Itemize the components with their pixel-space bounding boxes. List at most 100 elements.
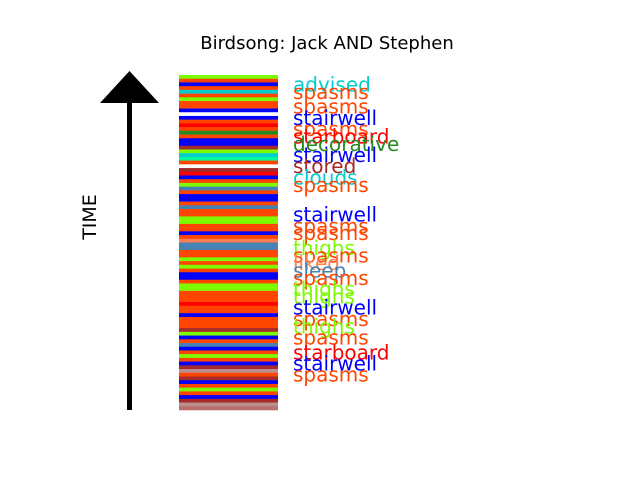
stripe [179, 395, 278, 400]
y-axis-label: TIME [79, 194, 101, 241]
stripe [179, 75, 278, 80]
stripe [179, 302, 278, 307]
stripe [179, 127, 278, 132]
chart-title: Birdsong: Jack AND Stephen [200, 33, 454, 54]
stripe [179, 361, 278, 366]
stripe [179, 350, 278, 355]
stripe [179, 175, 278, 180]
time-axis-arrowhead [100, 71, 159, 103]
word-label: clouds [293, 165, 358, 189]
stripe [179, 402, 278, 407]
stripe [179, 238, 278, 243]
stripe [179, 160, 278, 165]
stripe [179, 190, 278, 195]
stripe [179, 112, 278, 117]
stripe [179, 138, 278, 143]
stripe [179, 283, 278, 288]
word-label: stored [293, 154, 356, 178]
word-label: spasms [293, 95, 369, 119]
stripe [179, 376, 278, 381]
stripe [179, 354, 278, 359]
word-label: stairwell [293, 106, 377, 130]
word-label: advised [293, 72, 371, 96]
stripe [179, 235, 278, 240]
stripe [179, 82, 278, 87]
stripe [179, 383, 278, 388]
stripe [179, 328, 278, 333]
stripe [179, 142, 278, 147]
word-label: spasms [293, 363, 369, 387]
stripe [179, 316, 278, 321]
word-label: spasms [293, 117, 369, 141]
word-label: stairwell [293, 143, 377, 167]
word-label: spasms [293, 244, 369, 268]
stripe [179, 93, 278, 98]
stripe [179, 298, 278, 303]
word-label: thighs [293, 277, 355, 301]
word-label: spasms [293, 221, 369, 245]
stripe [179, 268, 278, 273]
stripe [179, 406, 278, 411]
word-label: starboard [293, 340, 390, 364]
stripe [179, 276, 278, 281]
stripe [179, 89, 278, 94]
stripe-column [179, 75, 278, 411]
stripe [179, 253, 278, 258]
word-label: spasms [293, 214, 369, 238]
stripe [179, 182, 278, 187]
stripe [179, 343, 278, 348]
stripe [179, 186, 278, 191]
stripe [179, 331, 278, 336]
word-label: spasms [293, 325, 369, 349]
stripe [179, 101, 278, 106]
word-label: stairwell [293, 296, 377, 320]
stripe [179, 145, 278, 150]
stripe [179, 305, 278, 310]
stripe [179, 339, 278, 344]
stripe [179, 201, 278, 206]
stripe [179, 164, 278, 169]
word-label: starboard [293, 124, 390, 148]
stripe [179, 156, 278, 161]
stripe [179, 223, 278, 228]
stripe [179, 398, 278, 403]
stripe [179, 365, 278, 370]
stripe [179, 387, 278, 392]
stripe [179, 257, 278, 262]
word-label: spasms [293, 173, 369, 197]
stripe [179, 313, 278, 318]
stripe [179, 171, 278, 176]
stripe [179, 261, 278, 266]
stripe [179, 272, 278, 277]
stripe [179, 149, 278, 154]
stripe [179, 324, 278, 329]
stripe [179, 357, 278, 362]
stripe [179, 290, 278, 295]
stripe [179, 209, 278, 214]
stripe [179, 231, 278, 236]
stripe [179, 320, 278, 325]
stripe [179, 119, 278, 124]
stripe [179, 264, 278, 269]
stripe [179, 86, 278, 91]
stripe [179, 369, 278, 374]
word-labels: advisedspasmsspasmsstairwellspasmsstarbo… [293, 72, 399, 386]
word-label: decorative [293, 132, 399, 156]
stripe [179, 287, 278, 292]
stripe [179, 242, 278, 247]
stripe [179, 78, 278, 83]
stripe [179, 346, 278, 351]
stripe [179, 108, 278, 113]
word-label: thighs [293, 236, 355, 260]
stripe [179, 391, 278, 396]
stripe [179, 197, 278, 202]
stripe [179, 249, 278, 254]
stripe [179, 179, 278, 184]
word-label: thighs [293, 314, 355, 338]
word-label: sleep [293, 258, 346, 282]
stripe [179, 194, 278, 199]
stripe [179, 97, 278, 102]
stripe [179, 216, 278, 221]
stripe [179, 153, 278, 158]
